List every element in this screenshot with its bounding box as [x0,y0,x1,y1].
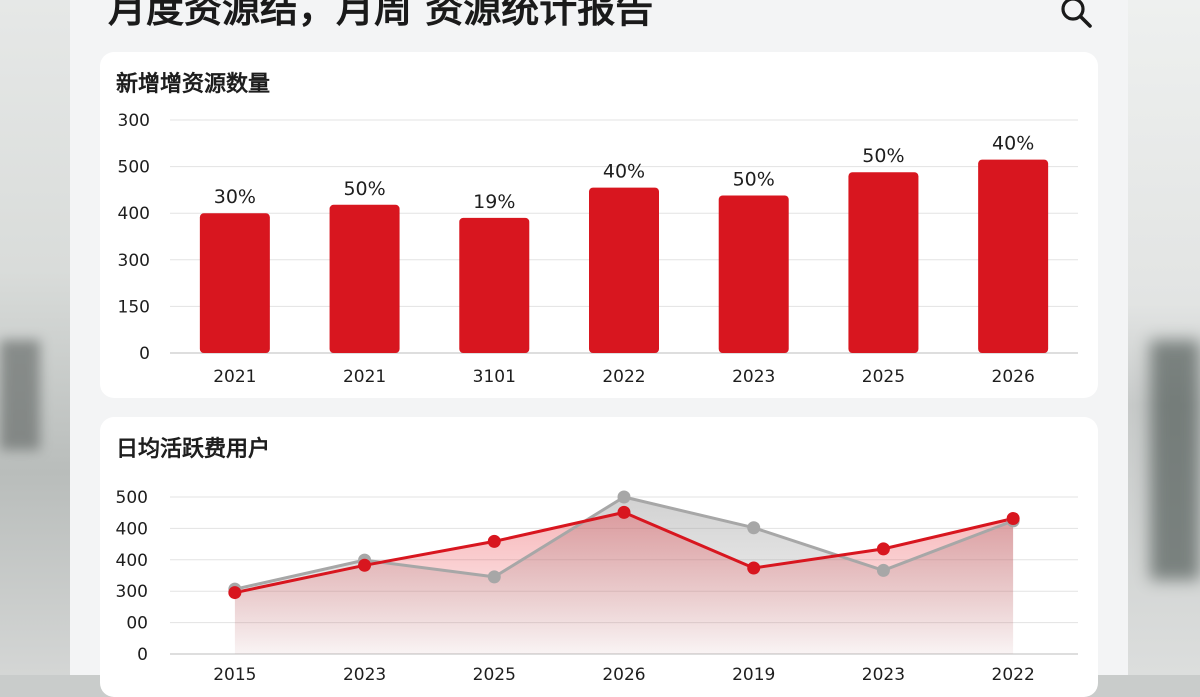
bar [589,187,659,353]
series-2-point [876,563,890,577]
series-2-point [747,521,761,535]
data-label: 50% [862,145,904,167]
data-label: 19% [473,191,515,213]
series-1-point [747,561,761,575]
x-tick-label: 2025 [862,367,905,387]
series-1-point [228,586,242,600]
search-icon[interactable] [1058,0,1094,30]
x-tick-label: 2019 [732,665,775,685]
y-tick-label: 400 [116,519,148,539]
data-label: 40% [992,133,1034,155]
y-tick-label: 300 [118,111,150,131]
background-left [0,0,70,675]
y-tick-label: 400 [118,204,150,224]
bar [848,172,919,353]
y-tick-label: 400 [116,551,148,571]
series-1-point [617,505,631,519]
y-tick-label: 0 [137,645,148,665]
x-tick-label: 2021 [213,367,256,387]
y-tick-label: 300 [116,582,148,602]
bar [718,195,789,353]
data-label: 30% [214,186,256,208]
x-tick-label: 2023 [732,367,775,387]
data-label: 50% [343,178,385,200]
y-tick-label: 150 [118,297,150,317]
series-1-point [1006,512,1020,526]
page-title: 月度资源结，月周 资源统计报告 [108,0,654,31]
x-tick-label: 2023 [862,665,905,685]
y-tick-label: 500 [116,488,148,508]
report-panel: 月度资源结，月周 资源统计报告 新增增资源数量 0 150 300 400 500 300… [70,0,1128,697]
x-tick-label: 2025 [473,665,516,685]
y-tick-label: 0 [139,344,150,364]
background-right [1128,0,1200,675]
y-tick-label: 500 [118,158,150,178]
x-tick-label: 3101 [473,367,516,387]
series-2-point [617,490,631,504]
series-1-point [487,534,501,548]
series-2-point [487,570,501,584]
x-tick-label: 2015 [213,665,256,685]
line-chart-title: 日均活跃费用户 [116,437,271,462]
bar [459,217,530,353]
x-tick-label: 2022 [602,367,645,387]
bar [199,213,270,353]
y-tick-label: 00 [126,614,148,634]
bar-chart: 0 150 300 400 500 300 30% 2021 50% 2021 19% 3101 40%… [118,111,1078,387]
bar-chart-title: 新增增资源数量 [116,72,271,97]
series-1-point [358,558,372,572]
new-resources-card: 新增增资源数量 0 150 300 400 500 300 30% 2021 50% 2021 19… [100,52,1098,398]
y-tick-label: 300 [118,251,150,271]
x-tick-label: 2023 [343,665,386,685]
daily-active-users-card: 日均活跃费用户 0 00 300 400 400 500 2015 2023 2025 2026 2… [100,417,1098,697]
x-tick-label: 2026 [992,367,1035,387]
data-label: 50% [733,168,775,190]
x-tick-label: 2022 [992,665,1035,685]
bar [329,204,400,353]
series-1-point [876,542,890,556]
x-tick-label: 2021 [343,367,386,387]
series-1-area [234,512,1014,654]
x-tick-label: 2026 [602,665,645,685]
bar [978,159,1049,353]
data-label: 40% [603,161,645,183]
